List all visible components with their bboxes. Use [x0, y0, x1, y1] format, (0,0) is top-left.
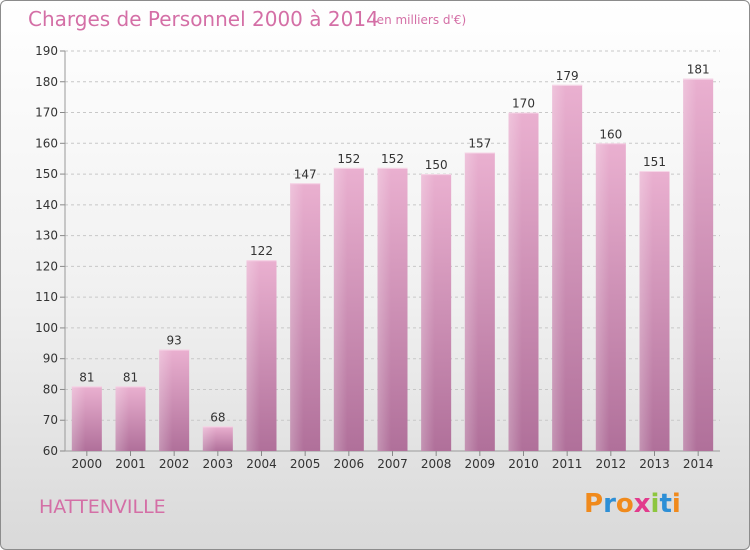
value-label: 179	[556, 69, 579, 83]
x-tick-label: 2002	[159, 457, 190, 471]
bar-highlight	[377, 167, 391, 451]
axes: 60 70 80 90 100 110 120 130 140 150 160 170 180 190	[35, 44, 720, 458]
x-tick-label: 2000	[72, 457, 103, 471]
x-tick-label: 2007	[377, 457, 408, 471]
chart-title: Charges de Personnel 2000 à 2014	[28, 7, 379, 31]
value-label: 152	[381, 152, 404, 166]
logo-letter: o	[615, 489, 634, 519]
logo-letter: r	[603, 489, 616, 519]
x-tick-label: 2003	[203, 457, 234, 471]
y-tick-label: 180	[35, 75, 58, 89]
x-tick-label: 2004	[246, 457, 277, 471]
bar-highlight	[333, 167, 348, 451]
bars	[71, 78, 714, 452]
x-tick-label: 2006	[334, 457, 365, 471]
x-tick-label: 2010	[508, 457, 539, 471]
y-tick-label: 150	[35, 167, 58, 181]
y-tick-label: 160	[35, 136, 58, 150]
y-tick-label: 190	[35, 44, 58, 58]
logo-letter: t	[659, 489, 672, 519]
value-label: 157	[468, 137, 491, 151]
labels: 81 2000 81 2001 93 2002 68 2003 122 2004 147 2005 15…	[72, 63, 714, 471]
bar-highlight	[552, 84, 566, 451]
y-tick-label: 110	[35, 290, 58, 304]
x-tick-label: 2001	[115, 457, 146, 471]
value-label: 170	[512, 97, 535, 111]
value-label: 81	[79, 370, 94, 384]
bar-highlight	[159, 349, 173, 451]
value-label: 122	[250, 244, 273, 258]
x-tick-label: 2012	[596, 457, 627, 471]
x-tick-label: 2008	[421, 457, 452, 471]
y-tick-label: 60	[43, 444, 58, 458]
value-label: 93	[167, 333, 182, 347]
x-tick-label: 2005	[290, 457, 321, 471]
value-label: 150	[425, 158, 448, 172]
logo-letter: i	[650, 489, 660, 519]
y-tick-label: 100	[35, 321, 58, 335]
y-tick-label: 130	[35, 229, 58, 243]
chart-unit: (en milliers d'€)	[372, 13, 467, 27]
x-tick-label: 2011	[552, 457, 583, 471]
value-label: 160	[599, 127, 622, 141]
x-tick-label: 2013	[639, 457, 670, 471]
y-tick-label: 140	[35, 198, 58, 212]
logo-letter: P	[584, 489, 604, 519]
value-label: 181	[687, 63, 710, 77]
value-label: 68	[210, 410, 225, 424]
y-tick-label: 170	[35, 106, 58, 120]
bar-highlight	[246, 260, 260, 451]
x-tick-label: 2014	[683, 457, 714, 471]
bar-highlight	[421, 174, 435, 452]
value-label: 147	[294, 167, 317, 181]
bar-highlight	[290, 183, 304, 452]
bar-highlight	[71, 386, 86, 451]
bar-highlight	[508, 112, 522, 452]
logo-letter: i	[671, 489, 681, 519]
value-label: 152	[337, 152, 360, 166]
proxiti-logo: Proxiti	[584, 489, 681, 519]
y-tick-label: 80	[43, 382, 58, 396]
value-label: 151	[643, 155, 666, 169]
commune-name: HATTENVILLE	[39, 496, 166, 518]
bar-highlight	[595, 143, 610, 452]
bar-highlight	[639, 171, 653, 451]
x-tick-label: 2009	[465, 457, 496, 471]
bar-highlight	[115, 386, 129, 451]
y-tick-label: 120	[35, 259, 58, 273]
y-tick-label: 90	[43, 352, 58, 366]
bar-highlight	[683, 78, 697, 451]
logo-letter: x	[633, 489, 651, 519]
bar-highlight	[464, 152, 479, 452]
y-tick-label: 70	[43, 413, 58, 427]
bar-highlight	[202, 426, 217, 451]
value-label: 81	[123, 370, 138, 384]
